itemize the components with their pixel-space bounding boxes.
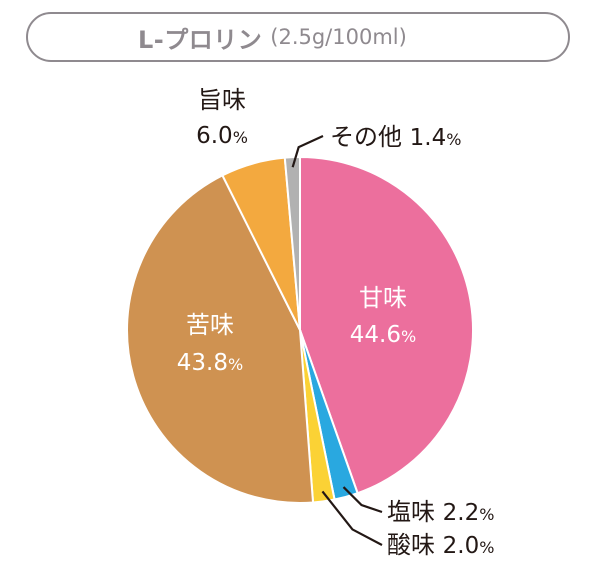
slice-value-sweet: 44.6% — [350, 322, 416, 348]
pie-slices — [126, 156, 474, 504]
pie-slice-sweet — [299, 156, 474, 495]
slice-label-umami: 旨味 — [198, 86, 246, 114]
chart-subtitle: (2.5g/100ml) — [270, 25, 407, 49]
leader-line-other — [291, 135, 324, 168]
slice-label-other: その他 1.4% — [330, 123, 461, 151]
slice-value-umami: 6.0% — [196, 123, 248, 149]
chart-title: L-プロリン — [138, 25, 263, 54]
pie-slice-bitter — [126, 174, 315, 504]
pie-slice-other — [283, 156, 301, 331]
chart-title-box: L-プロリン (2.5g/100ml) — [26, 12, 570, 62]
slice-label-bitter: 苦味 — [186, 311, 234, 339]
slice-label-salty: 塩味 2.2% — [387, 498, 494, 526]
leader-lines — [291, 135, 383, 546]
slice-labels: 甘味 44.6% 苦味 43.8% 旨味 6.0% その他 1.4% 塩味 2.2% 酸味 2.… — [177, 86, 495, 559]
slice-label-sour: 酸味 2.0% — [387, 531, 494, 559]
leader-line-salty — [342, 486, 383, 514]
slice-label-sweet: 甘味 — [359, 284, 407, 312]
leader-line-sour — [321, 490, 383, 546]
slice-value-bitter: 43.8% — [177, 350, 243, 376]
